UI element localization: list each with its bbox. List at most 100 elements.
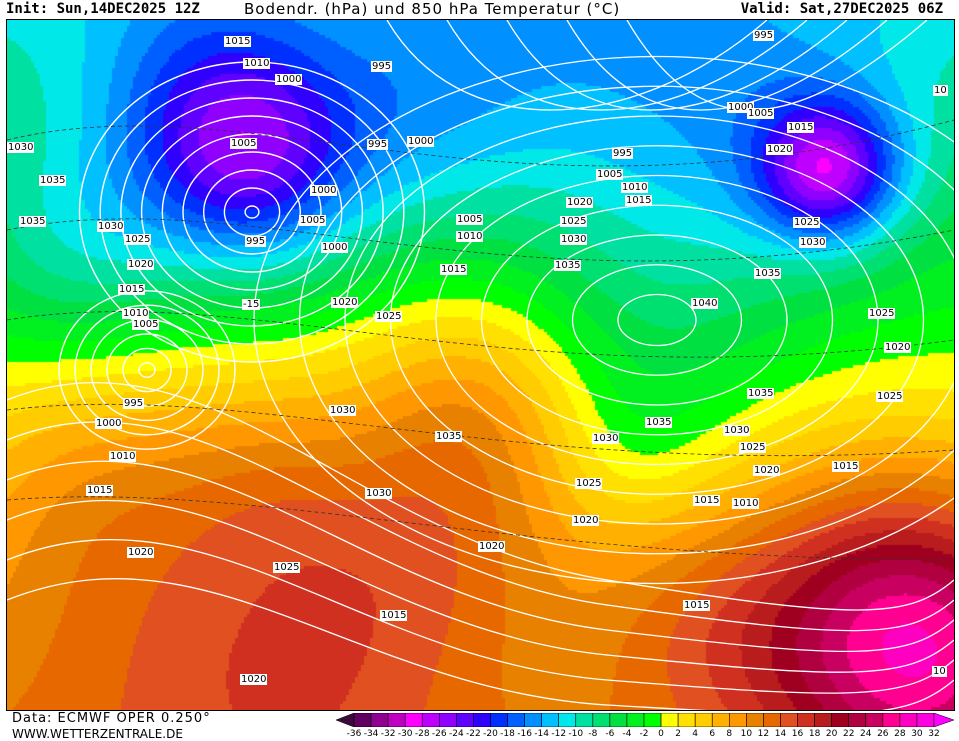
isobar-label: 1010 — [109, 451, 137, 462]
isobar-label: 1010 — [732, 498, 760, 509]
isobar-label: 1030 — [560, 234, 588, 245]
legend-label: 4 — [692, 729, 699, 739]
legend-swatch — [541, 713, 560, 727]
isobar — [7, 538, 954, 694]
isobar-label: 10 — [933, 85, 948, 96]
isobar-label: 1040 — [691, 298, 719, 309]
isobar-label: 1000 — [275, 74, 303, 85]
legend-swatch — [711, 713, 730, 727]
isobar — [344, 115, 954, 525]
isobar — [122, 347, 172, 393]
legend-label: 0 — [658, 729, 664, 739]
legend-label: -24 — [448, 729, 464, 739]
legend-label: 12 — [757, 729, 770, 739]
data-source: Data: ECMWF OPER 0.250° — [12, 711, 211, 726]
isobar — [7, 460, 954, 653]
legend-arrow-left — [336, 713, 355, 727]
isobar-label: 1020 — [127, 259, 155, 270]
legend-swatch — [626, 713, 645, 727]
isobar-label: 1025 — [124, 234, 152, 245]
legend-label: 32 — [928, 729, 940, 739]
isobar-label: 1020 — [884, 342, 912, 353]
legend-swatch — [490, 713, 508, 727]
isobar-label: 1030 — [365, 488, 393, 499]
isobar — [389, 145, 925, 495]
weather-map: 1015 1010 1000 995 1005 995 1000 1000 1005 995 100… — [6, 19, 955, 711]
isobar-label: 1030 — [723, 425, 751, 436]
isobar-label: 1015 — [625, 195, 653, 206]
isobar-label: 1025 — [876, 391, 904, 402]
legend-label: -22 — [466, 729, 481, 739]
isobar-label: 1020 — [331, 297, 359, 308]
isobar-label: 1035 — [554, 260, 582, 271]
legend-label: 28 — [894, 729, 906, 739]
isobar-label: 1035 — [754, 268, 782, 279]
isobar-label: 1000 — [310, 185, 338, 196]
legend-label: 16 — [791, 729, 804, 739]
isobar — [626, 20, 928, 111]
legend-swatch — [763, 713, 781, 727]
isobar-label: 1030 — [799, 237, 827, 248]
legend-label: -14 — [534, 729, 549, 739]
isobar-label: 1025 — [560, 216, 588, 227]
legend-swatch — [899, 713, 918, 727]
legend-label: -28 — [414, 729, 430, 739]
isobar-label: 1035 — [435, 431, 463, 442]
isobar-label: 1030 — [7, 142, 35, 153]
legend-label: -20 — [483, 729, 498, 739]
isobar-label: 1025 — [739, 442, 767, 453]
legend-label: 2 — [675, 729, 681, 739]
isobar-label: 1005 — [230, 138, 258, 149]
legend-label: -30 — [397, 729, 413, 739]
legend-label: -8 — [588, 729, 598, 739]
legend-swatch — [882, 713, 901, 727]
isobar-label: 1015 — [440, 264, 468, 275]
isobar — [7, 578, 954, 710]
isobar — [506, 20, 848, 111]
isobar-label: 1015 — [683, 600, 711, 611]
isobar — [138, 362, 156, 378]
isobar-label: 1000 — [321, 242, 349, 253]
isobar — [298, 85, 954, 555]
legend-swatch — [848, 713, 867, 727]
isobar-label: 1005 — [299, 215, 327, 226]
legend-label: -10 — [568, 729, 584, 739]
legend-swatch — [609, 713, 628, 727]
isobar-label: 995 — [367, 139, 389, 150]
isobar — [480, 204, 834, 436]
isobar-label: 995 — [123, 398, 145, 409]
temperature-contour — [7, 218, 954, 262]
isobar — [446, 20, 808, 111]
isobar — [7, 421, 954, 632]
isobar — [120, 97, 384, 327]
isobar-label: 1000 — [727, 102, 755, 113]
legend-swatch — [387, 713, 406, 727]
isobar — [617, 293, 697, 347]
isobar-label: 1000 — [95, 418, 123, 429]
legend-label: -32 — [380, 729, 396, 739]
isobar-label: 1030 — [329, 405, 357, 416]
isobar-label: 1000 — [407, 136, 435, 147]
legend-swatch — [404, 713, 423, 727]
isobar-label: 10 — [932, 666, 947, 677]
color-legend: -36 -34 -32 -30 -28 -26 -24 -22 -20 -18 -16 -14 -12-… — [336, 713, 956, 741]
isobar-lines — [7, 20, 954, 710]
isobar-label: 1025 — [575, 478, 603, 489]
website: WWW.WETTERZENTRALE.DE — [12, 727, 183, 741]
legend-swatch — [916, 713, 935, 727]
legend-swatch — [370, 713, 389, 727]
isobar — [223, 187, 281, 237]
legend-swatch — [421, 713, 440, 727]
isobar — [435, 174, 879, 466]
isobar-label: 1005 — [747, 108, 775, 119]
isobar-label: 1015 — [118, 284, 146, 295]
isobar-label: 1015 — [224, 36, 252, 47]
isobar-label: 1035 — [747, 388, 775, 399]
isobar — [202, 169, 301, 255]
legend-swatch — [456, 713, 474, 727]
legend-label: -2 — [639, 729, 649, 739]
isobar-label: 995 — [753, 30, 775, 41]
isobar — [106, 333, 188, 407]
legend-label: 10 — [740, 729, 753, 739]
isobar-label: 1005 — [132, 319, 160, 330]
